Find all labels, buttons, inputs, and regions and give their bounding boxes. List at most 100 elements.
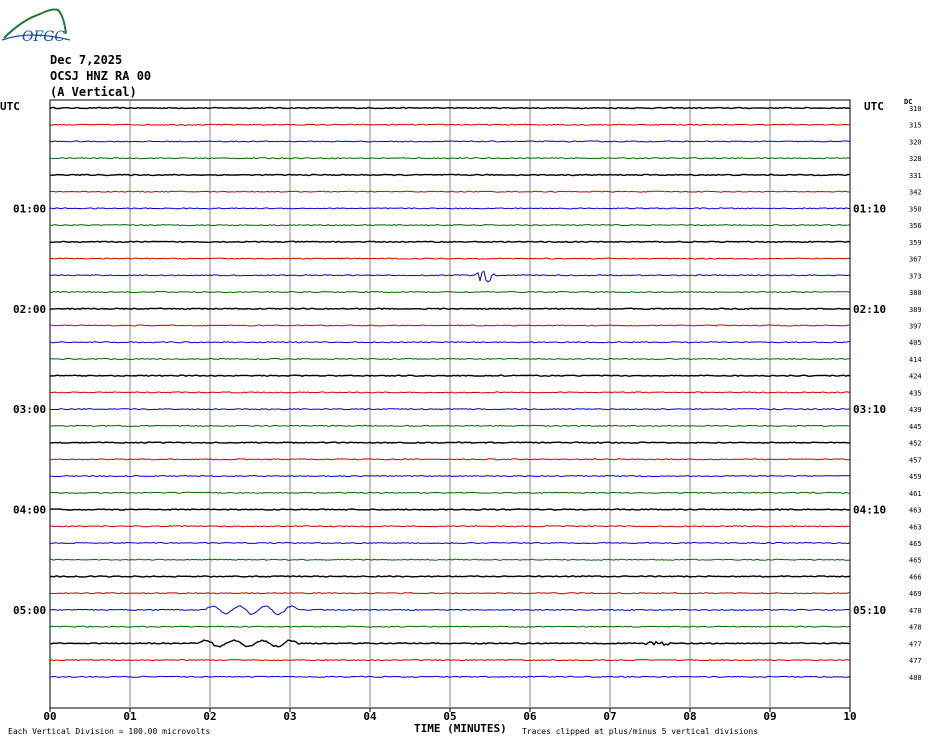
dc-offset-label: 380: [909, 289, 922, 297]
dc-offset-label: 457: [909, 456, 922, 464]
left-time-label: 01:00: [13, 202, 46, 215]
dc-offset-label: 465: [909, 557, 922, 565]
trace-row: [49, 525, 851, 528]
dc-offset-label: 466: [909, 573, 922, 581]
trace-row: [50, 575, 851, 578]
dc-offset-label: 435: [909, 389, 922, 397]
dc-offset-label: 424: [909, 373, 922, 381]
right-time-label: 02:10: [853, 303, 886, 316]
logo-text: OFGC: [22, 29, 65, 45]
trace-row: [49, 391, 851, 394]
x-tick-label: 03: [283, 710, 296, 723]
dc-offset-label: 331: [909, 172, 922, 180]
dc-offset-label: 356: [909, 222, 922, 230]
trace-row: [49, 270, 851, 283]
trace-row: [49, 307, 851, 311]
dc-offset-label: 470: [909, 607, 922, 615]
logo-swoosh-2: [1, 34, 71, 41]
trace-row: [49, 424, 851, 427]
dc-offset-label: 469: [909, 590, 922, 598]
left-time-label: 04:00: [13, 504, 46, 517]
x-tick-label: 09: [763, 710, 776, 723]
x-tick-label: 10: [843, 710, 856, 723]
dc-offset-label: 414: [909, 356, 922, 364]
dc-offset-label: 461: [909, 490, 922, 498]
left-time-label: 03:00: [13, 403, 46, 416]
x-tick-label: 07: [603, 710, 616, 723]
dc-offset-label: 465: [909, 540, 922, 548]
trace-row: [49, 558, 850, 561]
trace-row: [49, 541, 851, 545]
trace-row: [49, 290, 851, 294]
trace-row: [50, 157, 851, 160]
trace-row: [49, 190, 851, 193]
x-tick-label: 00: [43, 710, 56, 723]
dc-offset-label: 315: [909, 122, 922, 130]
right-time-label: 05:10: [853, 604, 886, 617]
dc-offset-label: 367: [909, 256, 922, 264]
dc-offset-label: 373: [909, 272, 922, 280]
trace-row: [49, 341, 850, 344]
dc-offset-label: 350: [909, 205, 922, 213]
trace-row: [49, 140, 851, 143]
x-tick-label: 01: [123, 710, 137, 723]
trace-row: [49, 224, 851, 227]
dc-offset-label: 342: [909, 189, 922, 197]
x-tick-label: 08: [683, 710, 696, 723]
dc-offset-label: 459: [909, 473, 922, 481]
trace-row: [49, 357, 851, 361]
station-label: OCSJ HNZ RA 00: [50, 69, 152, 83]
date-label: Dec 7,2025: [50, 53, 123, 67]
dc-offset-label: 359: [909, 239, 922, 247]
trace-row: [49, 207, 851, 210]
ofgc-logo: OFGC: [1, 8, 71, 45]
trace-row: [49, 240, 851, 244]
dc-offset-label: 397: [909, 322, 922, 330]
trace-row: [50, 324, 850, 327]
dc-offset-label: 328: [909, 155, 922, 163]
dc-offset-label: 445: [909, 423, 922, 431]
x-tick-label: 06: [523, 710, 537, 723]
right-time-label: 04:10: [853, 504, 886, 517]
dc-offset-label: 389: [909, 306, 922, 314]
trace-row: [49, 173, 851, 177]
dc-offset-label: 439: [909, 406, 922, 414]
right-utc-label: UTC: [864, 100, 884, 113]
dc-offset-label: 463: [909, 523, 922, 531]
trace-row: [49, 123, 851, 126]
scale-note: Each Vertical Division = 100.00 microvol…: [8, 727, 211, 736]
trace-row: [49, 659, 851, 662]
dc-offset-label: 477: [909, 657, 922, 665]
x-axis-title: TIME (MINUTES): [414, 722, 507, 735]
trace-row: [50, 441, 851, 444]
dc-offset-label: 477: [909, 640, 922, 648]
left-time-label: 05:00: [13, 604, 46, 617]
dc-offset-label: 310: [909, 105, 922, 113]
trace-row: [49, 374, 851, 377]
trace-row: [49, 508, 851, 511]
trace-row: [49, 106, 851, 110]
dc-offset-label: 480: [909, 674, 922, 682]
component-label: (A Vertical): [50, 85, 137, 99]
x-tick-label: 02: [203, 710, 216, 723]
trace-row: [49, 605, 851, 616]
left-utc-label: UTC: [0, 100, 20, 113]
dc-offset-label: 405: [909, 339, 922, 347]
trace-row: [49, 625, 851, 628]
right-time-label: 01:10: [853, 202, 886, 215]
x-tick-label: 04: [363, 710, 377, 723]
trace-row: [50, 639, 851, 648]
dc-offset-label: 320: [909, 138, 922, 146]
logo-swoosh: [3, 8, 67, 39]
trace-row: [50, 408, 851, 411]
trace-row: [49, 675, 851, 678]
right-time-label: 03:10: [853, 403, 886, 416]
dc-offset-label: 478: [909, 624, 922, 632]
left-time-label: 02:00: [13, 303, 46, 316]
trace-row: [49, 257, 851, 260]
dc-offset-label: 452: [909, 440, 922, 448]
trace-row: [49, 474, 850, 478]
trace-row: [49, 458, 851, 461]
dc-offset-label: 463: [909, 507, 922, 515]
